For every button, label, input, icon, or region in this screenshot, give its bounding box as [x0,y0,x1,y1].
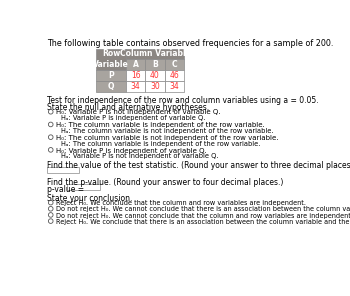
Bar [126,70,145,81]
Bar [67,184,99,189]
Text: 40: 40 [150,71,160,80]
Text: Row
Variable: Row Variable [93,49,129,70]
Bar [126,81,145,92]
Text: C: C [172,60,177,69]
Text: 16: 16 [131,71,140,80]
Bar [145,81,164,92]
Text: H₀: The column variable is independent of the row variable.: H₀: The column variable is independent o… [56,122,265,128]
Bar [47,167,79,173]
Text: Column Variable: Column Variable [120,49,190,59]
Text: P: P [108,71,114,80]
Text: 30: 30 [150,82,160,91]
Bar [126,49,184,59]
Text: State your conclusion.: State your conclusion. [47,194,132,203]
Text: 46: 46 [169,71,179,80]
Text: H₀: The column variable is not independent of the row variable.: H₀: The column variable is not independe… [56,135,279,141]
Text: B: B [152,60,158,69]
Text: Do not reject H₀. We cannot conclude that there is an association between the co: Do not reject H₀. We cannot conclude tha… [56,207,350,213]
Text: Hₐ: The column variable is not independent of the row variable.: Hₐ: The column variable is not independe… [61,128,273,134]
Text: The following table contains observed frequencies for a sample of 200.: The following table contains observed fr… [47,39,333,48]
Bar [97,81,126,92]
Text: Reject H₀. We conclude that there is an association between the column variable : Reject H₀. We conclude that there is an … [56,219,350,225]
Text: Do not reject H₀. We cannot conclude that the column and row variables are indep: Do not reject H₀. We cannot conclude tha… [56,213,350,219]
Bar [145,59,164,70]
Text: Find the value of the test statistic. (Round your answer to three decimal places: Find the value of the test statistic. (R… [47,161,350,170]
Text: Hₐ: Variable P is not independent of variable Q.: Hₐ: Variable P is not independent of var… [61,153,218,159]
Text: Reject H₀. We conclude that the column and row variables are independent.: Reject H₀. We conclude that the column a… [56,200,306,206]
Text: A: A [133,60,139,69]
Text: Hₐ: Variable P is independent of variable Q.: Hₐ: Variable P is independent of variabl… [61,115,205,121]
Text: H₀: Variable P is not independent of variable Q.: H₀: Variable P is not independent of var… [56,110,220,115]
Bar [164,70,184,81]
Bar [126,59,145,70]
Bar [145,70,164,81]
Text: 34: 34 [131,82,140,91]
Text: Find the p-value. (Round your answer to four decimal places.): Find the p-value. (Round your answer to … [47,178,283,187]
Bar [164,59,184,70]
Text: p-value =: p-value = [47,185,84,194]
Text: H₀: Variable P is independent of variable Q.: H₀: Variable P is independent of variabl… [56,147,207,154]
Text: State the null and alternative hypotheses.: State the null and alternative hypothese… [47,102,209,112]
Text: 34: 34 [169,82,179,91]
Bar [164,81,184,92]
Text: Test for independence of the row and column variables using a = 0.05.: Test for independence of the row and col… [47,96,318,104]
Text: Hₐ: The column variable is independent of the row variable.: Hₐ: The column variable is independent o… [61,141,260,147]
Text: Q: Q [108,82,114,91]
Bar [97,49,126,70]
Bar [97,70,126,81]
